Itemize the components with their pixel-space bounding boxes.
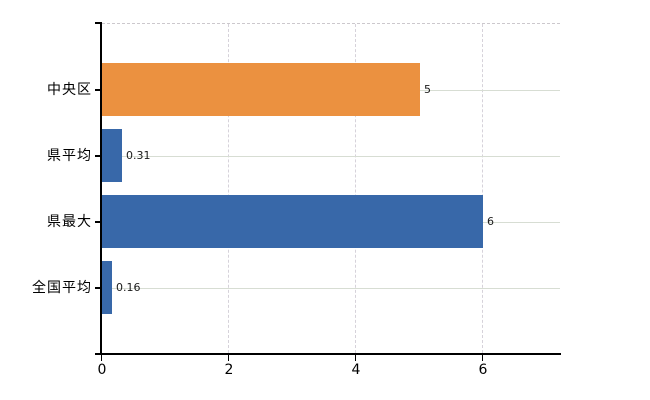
bar [102, 261, 112, 314]
x-axis-tick-label: 2 [224, 362, 234, 378]
gridline-vertical [355, 24, 356, 353]
category-tick [95, 155, 102, 157]
plot-top-border [102, 23, 560, 24]
bar-value-label: 0.31 [126, 149, 151, 162]
bar-value-label: 6 [487, 215, 494, 228]
category-label: 全国平均 [32, 280, 92, 296]
category-tick [95, 89, 102, 91]
gridline-horizontal [103, 288, 560, 289]
x-axis-tick [355, 355, 356, 361]
x-axis-tick-label: 6 [478, 362, 488, 378]
x-axis-line [95, 353, 561, 355]
gridline-vertical [228, 24, 229, 353]
category-label: 県平均 [47, 148, 92, 164]
bar-value-label: 5 [424, 83, 431, 96]
category-tick [95, 221, 102, 223]
axis-top-tick [95, 22, 102, 24]
y-axis-line [100, 23, 102, 354]
gridline-horizontal [103, 156, 560, 157]
bar [102, 63, 420, 116]
x-axis-tick [482, 355, 483, 361]
category-tick [95, 287, 102, 289]
gridline-vertical [482, 24, 483, 353]
x-axis-tick-label: 4 [351, 362, 361, 378]
bar-value-label: 0.16 [116, 281, 141, 294]
category-label: 県最大 [47, 214, 92, 230]
x-axis-tick-label: 0 [97, 362, 107, 378]
x-axis-tick [228, 355, 229, 361]
x-axis-tick [101, 355, 102, 361]
bar [102, 195, 483, 248]
category-label: 中央区 [47, 82, 92, 98]
bar [102, 129, 122, 182]
